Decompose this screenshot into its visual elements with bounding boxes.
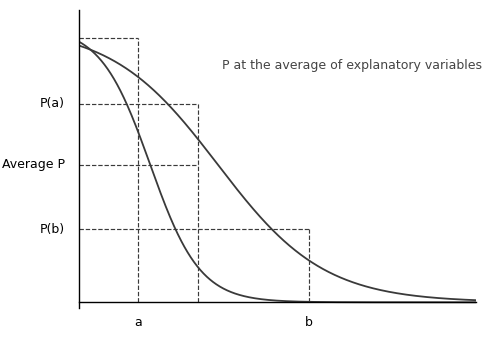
Text: Average P: Average P: [1, 158, 65, 171]
Text: b: b: [305, 316, 313, 329]
Text: a: a: [135, 316, 142, 329]
Text: P(b): P(b): [39, 223, 65, 236]
Text: P at the average of explanatory variables: P at the average of explanatory variable…: [222, 59, 482, 72]
Text: P(a): P(a): [40, 97, 65, 110]
